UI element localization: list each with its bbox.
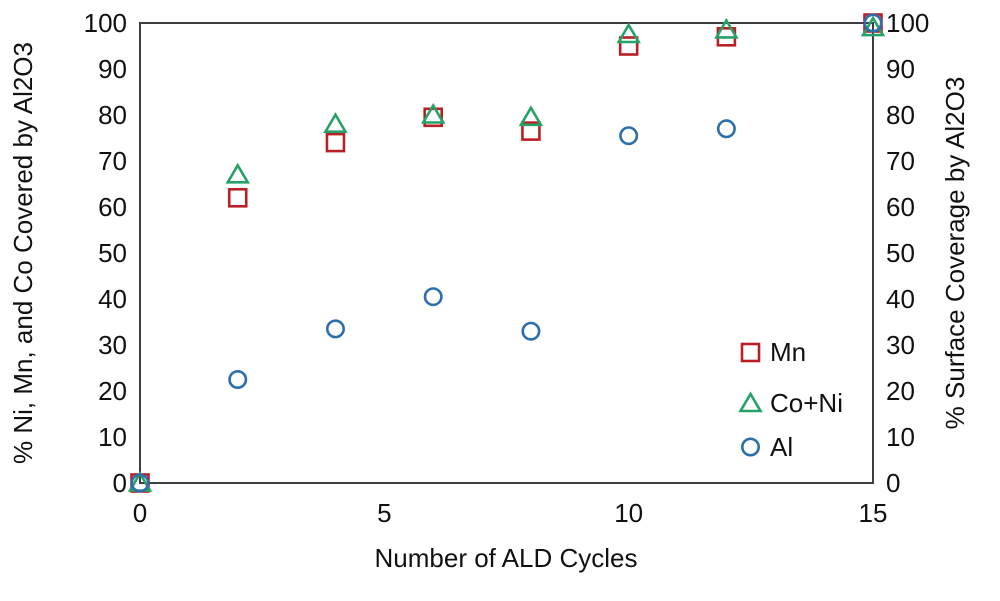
data-point-mn-x4 xyxy=(325,132,346,153)
data-point-coni-x15 xyxy=(860,15,886,37)
data-point-al-x2 xyxy=(228,369,248,389)
y-tick-left-20: 20 xyxy=(98,376,127,406)
data-point-al-x15 xyxy=(863,13,883,33)
data-point-mn-x10 xyxy=(618,36,639,56)
y-tick-right-90: 90 xyxy=(886,54,915,84)
data-point-al-x6 xyxy=(423,287,443,307)
y-tick-left-50: 50 xyxy=(98,238,127,268)
data-point-al-x10 xyxy=(619,126,639,146)
legend-label-al: Al xyxy=(770,432,793,462)
y-tick-right-20: 20 xyxy=(886,376,915,406)
al-circle-icon xyxy=(740,437,760,457)
legend-item-al: Al xyxy=(740,432,793,462)
x-tick-15: 15 xyxy=(859,498,888,528)
data-point-al-x12 xyxy=(716,119,736,139)
y-axis-right-tick-labels: 0 10 20 30 40 50 60 70 80 90 100 xyxy=(886,8,929,498)
data-point-al-x0 xyxy=(130,473,150,493)
data-point-al-x8 xyxy=(521,321,541,341)
x-axis-title: Number of ALD Cycles xyxy=(375,543,638,573)
y-tick-right-50: 50 xyxy=(886,238,915,268)
y-tick-right-40: 40 xyxy=(886,284,915,314)
y-tick-left-100: 100 xyxy=(84,8,127,38)
y-tick-right-100: 100 xyxy=(886,8,929,38)
coni-triangle-icon xyxy=(738,391,763,413)
data-point-coni-x4 xyxy=(323,112,348,133)
x-tick-10: 10 xyxy=(614,498,643,528)
legend-label-coni: Co+Ni xyxy=(770,388,843,418)
data-point-mn-x2 xyxy=(227,188,248,208)
y-tick-right-10: 10 xyxy=(886,422,915,452)
x-axis-tick-labels: 0 5 10 15 xyxy=(133,498,888,528)
y-axis-right-title: % Surface Coverage by Al2O3 xyxy=(940,77,970,430)
y-tick-left-70: 70 xyxy=(98,146,127,176)
y-tick-left-40: 40 xyxy=(98,284,127,314)
legend-item-coni: Co+Ni xyxy=(738,388,843,418)
y-tick-right-0: 0 xyxy=(886,468,900,498)
legend-item-mn: Mn xyxy=(740,337,806,367)
y-tick-left-0: 0 xyxy=(113,468,127,498)
y-axis-left-title: % Ni, Mn, and Co Covered by Al2O3 xyxy=(8,42,38,464)
data-point-coni-x2 xyxy=(225,162,251,184)
data-point-mn-x8 xyxy=(521,121,541,141)
x-tick-0: 0 xyxy=(133,498,147,528)
data-point-mn-x6 xyxy=(423,107,444,128)
mn-square-icon xyxy=(740,342,761,363)
data-points xyxy=(127,13,886,493)
y-axis-left-tick-labels: 0 10 20 30 40 50 60 70 80 90 100 xyxy=(84,8,127,498)
y-tick-right-80: 80 xyxy=(886,100,915,130)
y-tick-right-30: 30 xyxy=(886,330,915,360)
data-point-al-x4 xyxy=(325,319,345,339)
legend-label-mn: Mn xyxy=(770,337,806,367)
data-point-coni-x8 xyxy=(518,105,544,127)
y-tick-right-60: 60 xyxy=(886,192,915,222)
data-point-coni-x10 xyxy=(616,22,641,44)
legend: Mn Co+Ni Al xyxy=(738,337,843,462)
x-tick-5: 5 xyxy=(377,498,391,528)
data-point-coni-x12 xyxy=(714,17,739,39)
y-tick-left-60: 60 xyxy=(98,192,127,222)
y-tick-left-90: 90 xyxy=(98,54,127,84)
data-point-coni-x6 xyxy=(420,102,446,124)
y-tick-left-30: 30 xyxy=(98,330,127,360)
y-tick-right-70: 70 xyxy=(886,146,915,176)
plot-border xyxy=(139,22,874,484)
y-tick-left-80: 80 xyxy=(98,100,127,130)
y-tick-left-10: 10 xyxy=(98,422,127,452)
